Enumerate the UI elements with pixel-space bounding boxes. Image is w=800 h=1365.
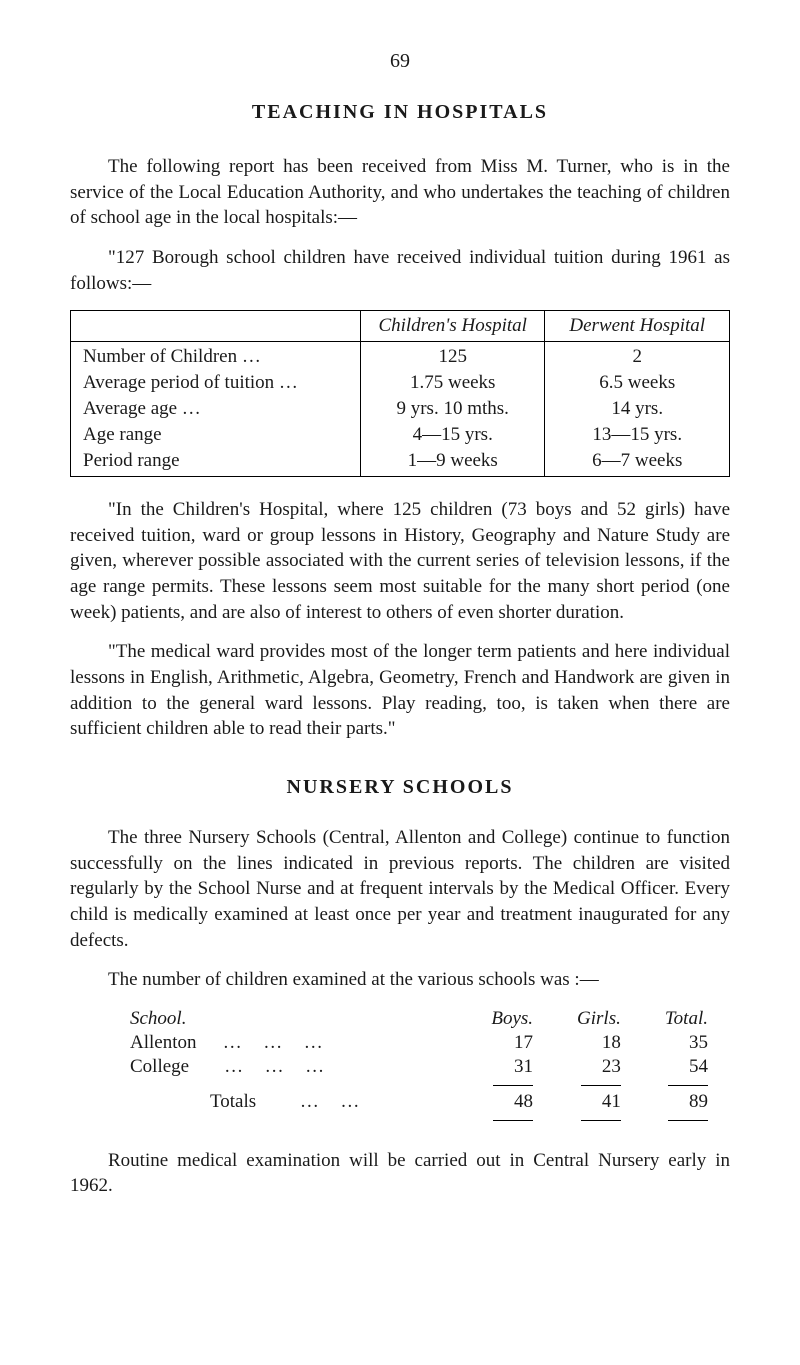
row-label: Period range [71, 448, 361, 477]
paragraph-in-childrens-hospital: "In the Children's Hospital, where 125 c… [70, 497, 730, 625]
rule-cell [555, 1079, 643, 1091]
summary-totals-label-text: Totals [210, 1091, 256, 1112]
summary-totals-boys: 48 [469, 1090, 555, 1114]
paragraph-number-examined: The number of children examined at the v… [70, 967, 730, 993]
table-row: Age range 4—15 yrs. 13—15 yrs. [71, 422, 730, 448]
dot-leader: … … … [189, 1056, 328, 1077]
cell: 1.75 weeks [360, 370, 545, 396]
row-label: Average period of tuition … [71, 370, 361, 396]
table-row: Number of Children … 125 2 [71, 342, 730, 371]
summary-label-text: Allenton [130, 1032, 197, 1053]
table-header-derwent-hospital: Derwent Hospital [545, 311, 730, 342]
dot-leader: … … … [197, 1032, 327, 1053]
table-row: Period range 1—9 weeks 6—7 weeks [71, 448, 730, 477]
summary-totals-row: Totals … … 48 41 89 [70, 1090, 730, 1114]
row-label: Number of Children … [71, 342, 361, 371]
rule-row [70, 1079, 730, 1091]
table-header-childrens-hospital: Children's Hospital [360, 311, 545, 342]
summary-label: College … … … [70, 1055, 469, 1079]
rule-row [70, 1114, 730, 1126]
table-header-blank [71, 311, 361, 342]
summary-header-school: School. [70, 1007, 469, 1031]
table-row: Average period of tuition … 1.75 weeks 6… [71, 370, 730, 396]
row-label: Average age … [71, 396, 361, 422]
summary-girls: 18 [555, 1031, 643, 1055]
summary-header-girls: Girls. [555, 1007, 643, 1031]
summary-label: Allenton … … … [70, 1031, 469, 1055]
summary-boys: 31 [469, 1055, 555, 1079]
rule-cell [555, 1114, 643, 1126]
cell: 9 yrs. 10 mths. [360, 396, 545, 422]
horizontal-rule-icon [668, 1085, 708, 1086]
rule-cell [469, 1079, 555, 1091]
cell: 1—9 weeks [360, 448, 545, 477]
summary-header-boys: Boys. [469, 1007, 555, 1031]
heading-nursery-schools: NURSERY SCHOOLS [70, 776, 730, 799]
summary-row: Allenton … … … 17 18 35 [70, 1031, 730, 1055]
row-label: Age range [71, 422, 361, 448]
summary-total: 35 [643, 1031, 730, 1055]
horizontal-rule-icon [493, 1120, 533, 1121]
table-header-row: Children's Hospital Derwent Hospital [71, 311, 730, 342]
summary-totals-total: 89 [643, 1090, 730, 1114]
summary-total: 54 [643, 1055, 730, 1079]
horizontal-rule-icon [581, 1085, 621, 1086]
paragraph-127-borough: "127 Borough school children have receiv… [70, 245, 730, 296]
cell: 14 yrs. [545, 396, 730, 422]
cell: 4—15 yrs. [360, 422, 545, 448]
horizontal-rule-icon [581, 1120, 621, 1121]
table-row: Average age … 9 yrs. 10 mths. 14 yrs. [71, 396, 730, 422]
rule-cell [469, 1114, 555, 1126]
nursery-summary-table: School. Boys. Girls. Total. Allenton … …… [70, 1007, 730, 1126]
dot-leader: … … [256, 1091, 363, 1112]
cell: 125 [360, 342, 545, 371]
summary-label-text: College [130, 1056, 189, 1077]
summary-girls: 23 [555, 1055, 643, 1079]
heading-teaching-in-hospitals: TEACHING IN HOSPITALS [70, 101, 730, 124]
paragraph-medical-ward: "The medical ward provides most of the l… [70, 639, 730, 742]
paragraph-three-nursery: The three Nursery Schools (Central, Alle… [70, 825, 730, 953]
paragraph-intro: The following report has been received f… [70, 154, 730, 231]
summary-header-total: Total. [643, 1007, 730, 1031]
page: 69 TEACHING IN HOSPITALS The following r… [0, 0, 800, 1365]
summary-header-row: School. Boys. Girls. Total. [70, 1007, 730, 1031]
hospitals-table: Children's Hospital Derwent Hospital Num… [70, 310, 730, 477]
summary-totals-label: Totals … … [70, 1090, 469, 1114]
horizontal-rule-icon [493, 1085, 533, 1086]
cell: 6.5 weeks [545, 370, 730, 396]
rule-cell [643, 1114, 730, 1126]
summary-totals-girls: 41 [555, 1090, 643, 1114]
rule-cell [643, 1079, 730, 1091]
cell: 6—7 weeks [545, 448, 730, 477]
summary-boys: 17 [469, 1031, 555, 1055]
page-number: 69 [70, 50, 730, 73]
horizontal-rule-icon [668, 1120, 708, 1121]
cell: 13—15 yrs. [545, 422, 730, 448]
summary-row: College … … … 31 23 54 [70, 1055, 730, 1079]
cell: 2 [545, 342, 730, 371]
paragraph-routine-exam: Routine medical examination will be carr… [70, 1148, 730, 1199]
